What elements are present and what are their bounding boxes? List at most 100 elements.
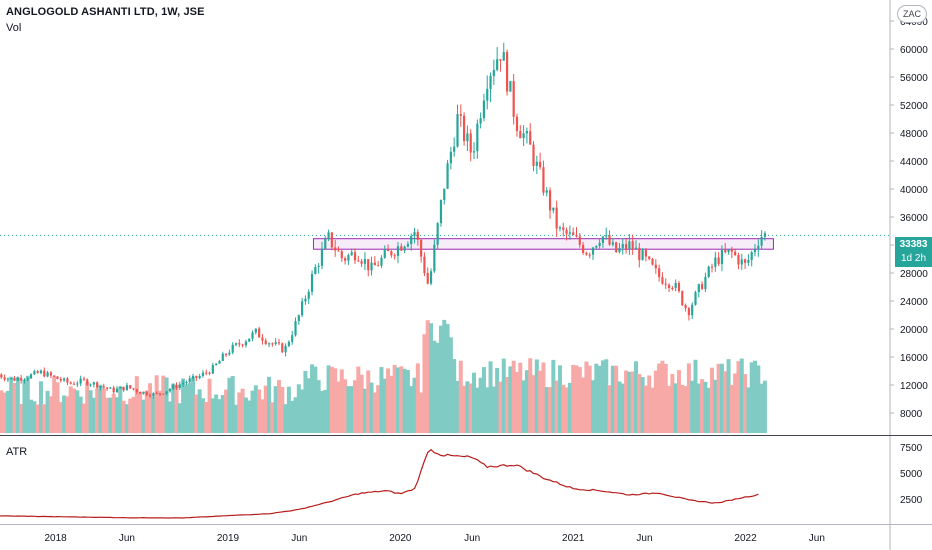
volume-bar [144, 390, 149, 433]
volume-bar [743, 374, 748, 433]
time-tick-label: Jun [636, 533, 652, 544]
candle-body [393, 255, 396, 257]
candle-body [496, 59, 499, 70]
atr-line [0, 448, 759, 519]
volume-bar [551, 359, 556, 433]
candle-body [654, 264, 657, 269]
volume-bar [260, 399, 265, 433]
candle-body [628, 241, 631, 250]
time-tick-label: Jun [464, 533, 480, 544]
volume-bar [660, 360, 665, 433]
candle-body [681, 291, 684, 306]
candle-body [433, 244, 436, 272]
volume-bar [326, 365, 331, 433]
candle-body [572, 232, 575, 235]
volume-bar [402, 368, 407, 433]
candle-body [274, 342, 277, 345]
candle-body [86, 379, 89, 385]
candle-body [658, 268, 661, 278]
candle-body [400, 246, 403, 251]
candle-body [624, 244, 628, 250]
candle-body [105, 387, 109, 389]
candle-body [82, 378, 86, 380]
volume-bar [323, 389, 328, 433]
volume-bar [475, 387, 480, 433]
candle-body [56, 376, 59, 380]
candle-body [618, 248, 621, 253]
candle-body [525, 131, 529, 134]
volume-bar [124, 404, 129, 433]
currency-badge[interactable]: ZAC [897, 5, 927, 23]
volume-bar [733, 373, 738, 433]
candle-body [139, 392, 142, 394]
price-tick-label: 20000 [900, 325, 928, 336]
volume-bar [204, 401, 209, 433]
candle-body [446, 163, 449, 189]
candle-body [677, 282, 681, 292]
volume-bar [389, 375, 394, 433]
volume-bar [640, 377, 645, 433]
candle-body [33, 371, 36, 375]
candle-body [36, 371, 39, 374]
candle-body [462, 115, 466, 142]
volume-bar [101, 388, 106, 433]
candle-body [704, 276, 707, 290]
volume-bar [250, 390, 255, 433]
candle-body [505, 52, 509, 92]
resistance-zone[interactable] [312, 238, 774, 250]
candle-body [291, 335, 294, 342]
volume-bar [501, 358, 506, 433]
volume-bar [303, 370, 308, 433]
volume-bar [316, 380, 321, 433]
volume-bar [752, 360, 757, 433]
candle-body [529, 131, 532, 145]
volume-bar [118, 386, 123, 433]
volume-bar [356, 366, 361, 433]
volume-bar [491, 386, 496, 433]
candle-body [644, 250, 648, 257]
volume-bar [283, 404, 288, 433]
symbol-title[interactable]: ANGLOGOLD ASHANTI LTD, 1W, JSE [6, 6, 205, 18]
candle-body [720, 250, 724, 265]
volume-bar [362, 388, 367, 433]
volume-bar [227, 377, 232, 433]
volume-bar [276, 380, 281, 433]
volume-bar [680, 384, 685, 433]
candle-body [287, 341, 290, 346]
candle-body [23, 379, 26, 381]
candle-body [522, 133, 525, 139]
candle-body [142, 391, 145, 394]
volume-bar [630, 371, 635, 433]
candle-body [601, 236, 605, 243]
volume-bar [187, 383, 192, 433]
volume-bars [0, 319, 767, 433]
candle-body [691, 304, 694, 316]
candle-body [750, 252, 753, 260]
volume-bar [584, 361, 589, 433]
candle-body [512, 81, 515, 117]
volume-bar [514, 371, 519, 433]
resistance-zone-layer[interactable] [0, 234, 890, 250]
volume-bar [85, 381, 90, 433]
candle-body [145, 391, 148, 396]
volume-bar [409, 386, 414, 433]
candle-body [740, 259, 743, 265]
volume-bar [531, 375, 536, 433]
volume-bar [5, 390, 10, 433]
candle-body [476, 123, 479, 152]
volume-bar [177, 403, 182, 433]
candle-body [439, 200, 443, 224]
candle-body [634, 247, 638, 250]
candle-body [251, 332, 254, 339]
volume-bar [518, 362, 523, 433]
candle-body [46, 372, 49, 377]
volume-bar [138, 391, 143, 433]
volume-bar [247, 400, 252, 433]
volume-bar [184, 384, 189, 433]
candle-body [588, 254, 591, 256]
candle-body [334, 247, 337, 251]
candle-body [760, 236, 763, 246]
volume-bar [280, 386, 285, 433]
volume-bar [214, 394, 219, 433]
